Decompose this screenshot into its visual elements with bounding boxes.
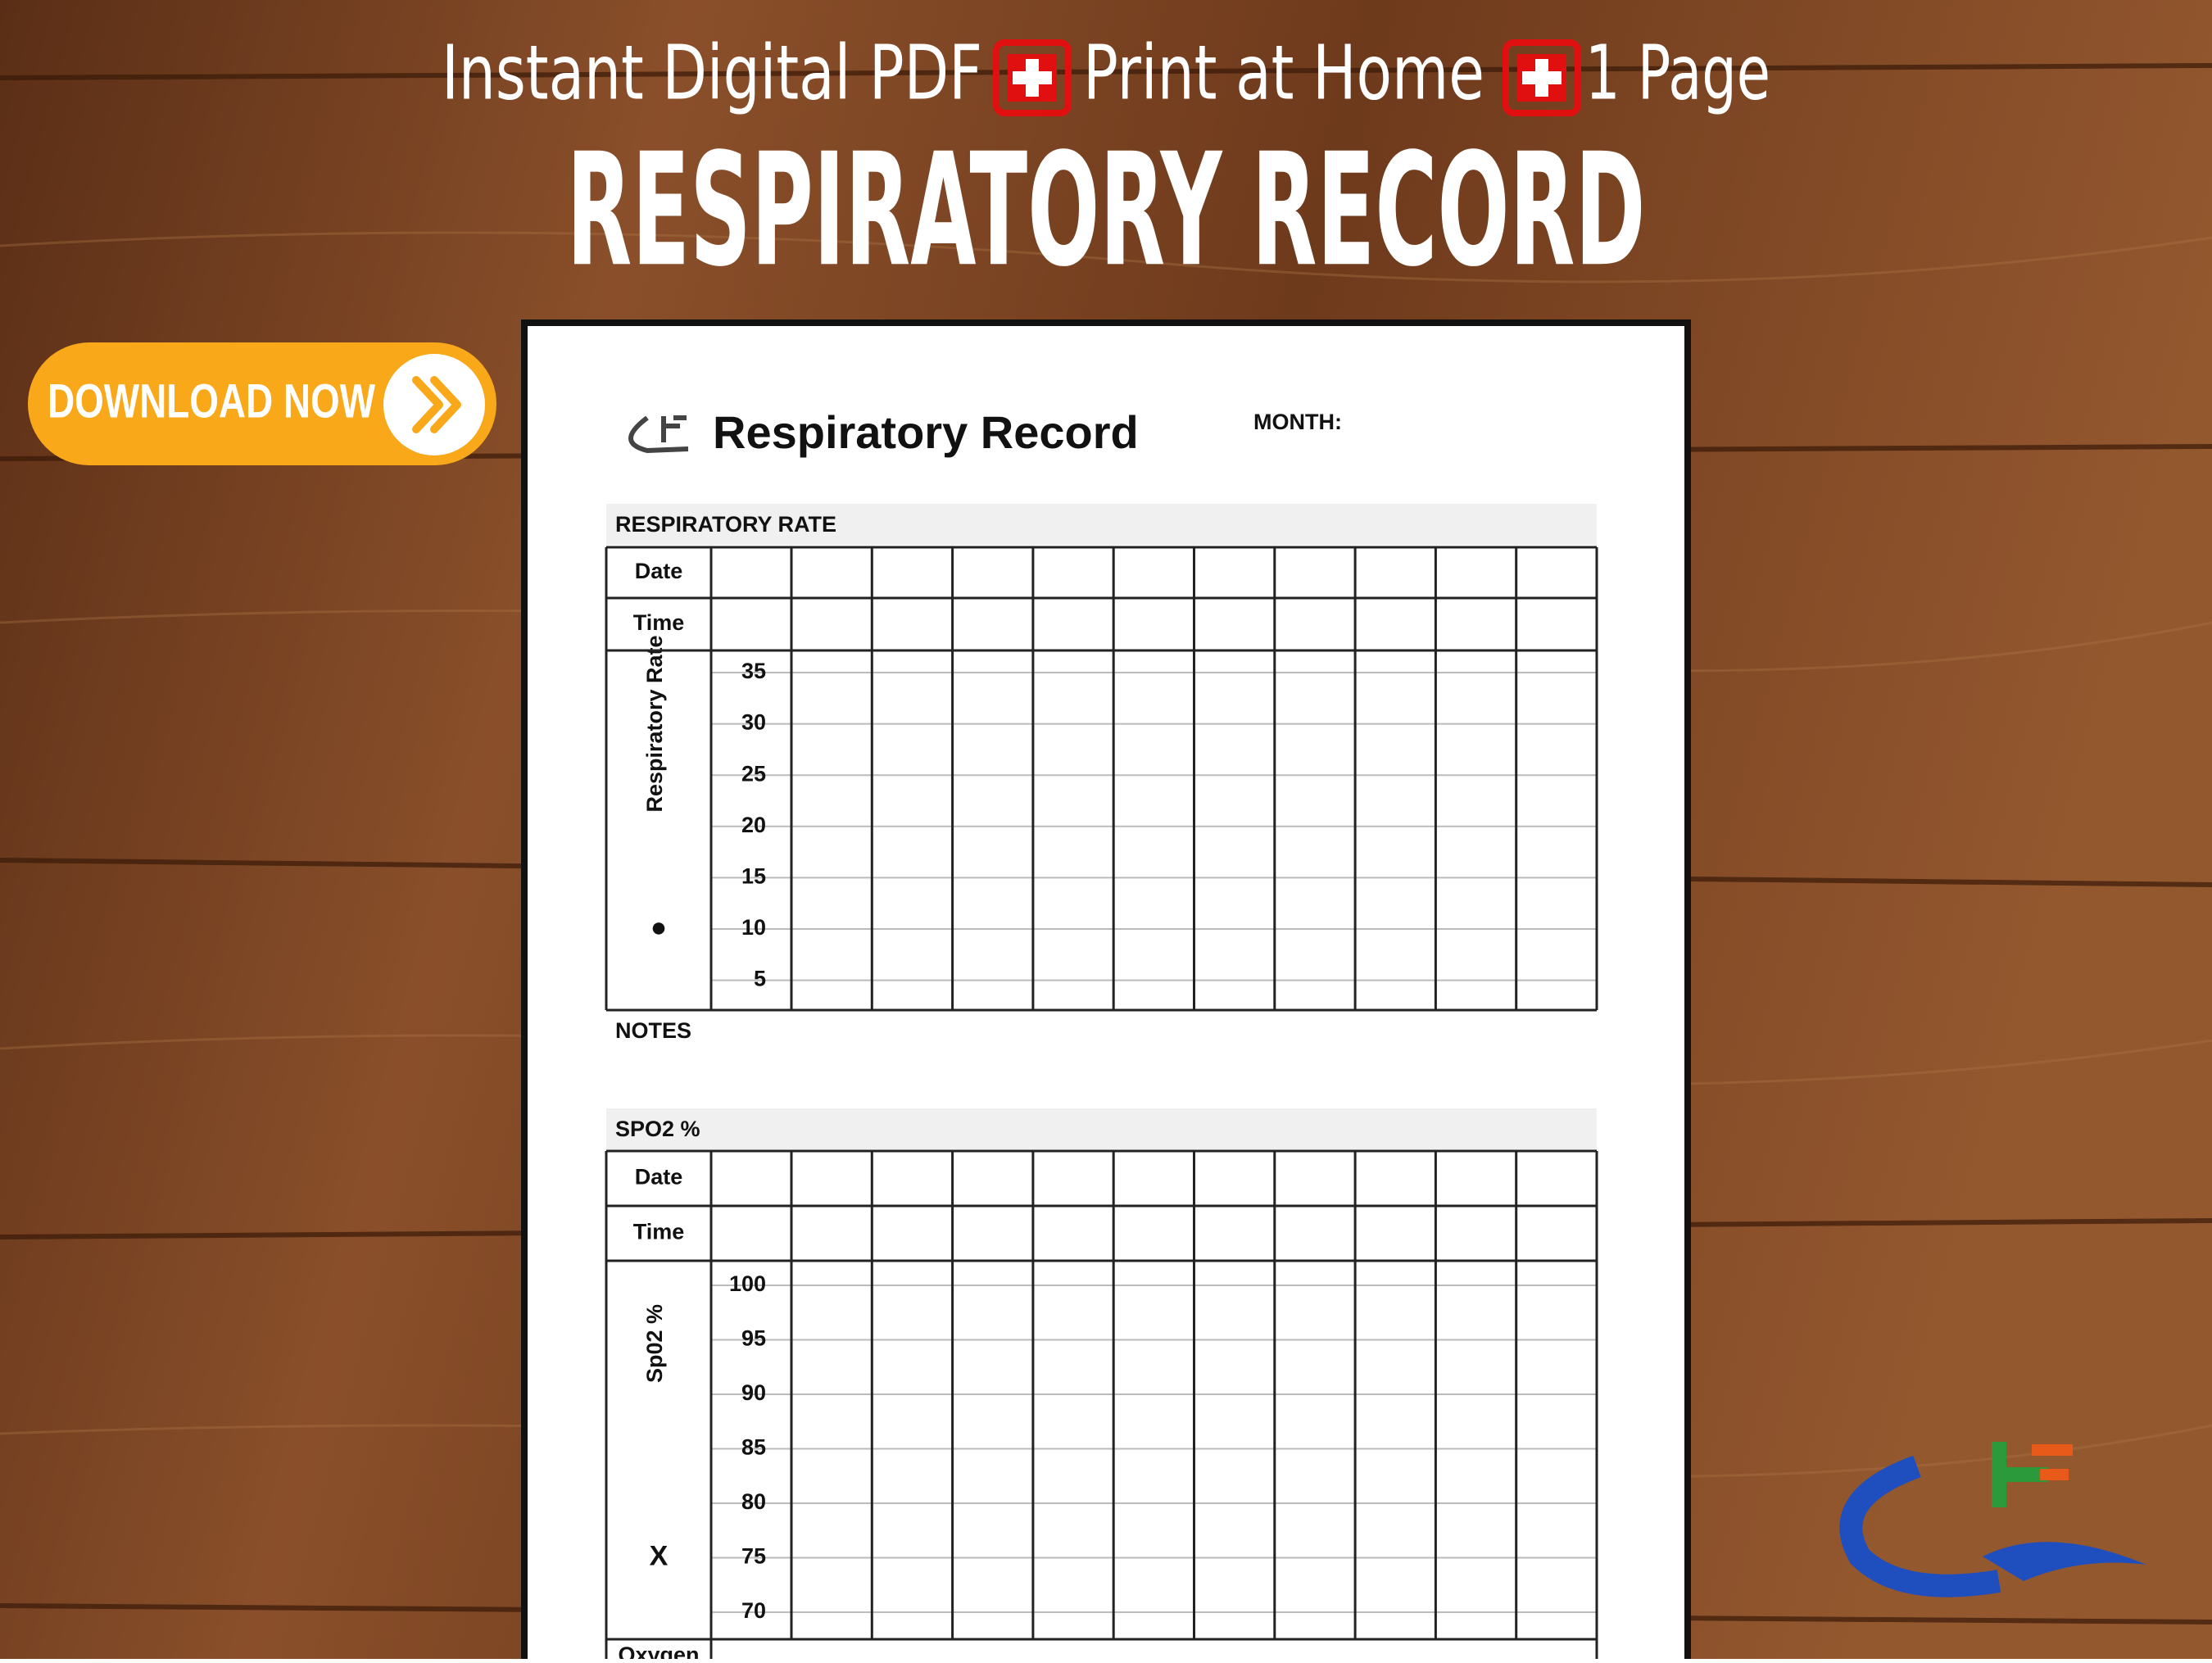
plus-icon — [1503, 39, 1581, 116]
banner-text: Instant Digital PDF — [442, 29, 982, 116]
scale-label: 10 — [741, 915, 766, 940]
scale-label: 25 — [741, 761, 766, 786]
marker-symbol: ● — [650, 912, 668, 943]
brand-logo — [1839, 1442, 2146, 1597]
button-label[interactable]: DOWNLOAD NOW — [48, 374, 375, 428]
scale-label: 85 — [741, 1435, 766, 1460]
doc-logo — [628, 415, 689, 454]
row-label: Date — [635, 1165, 683, 1189]
scale-label: 70 — [741, 1598, 766, 1623]
section-heading: RESPIRATORY RATE — [615, 512, 836, 537]
row-label: Time — [633, 1220, 685, 1244]
marker-symbol: X — [650, 1540, 669, 1571]
footer-label: Oxygen — [618, 1643, 699, 1659]
section-band — [606, 504, 1597, 545]
month-label: MONTH: — [1253, 410, 1342, 434]
scale-label: 100 — [729, 1271, 766, 1296]
row-label: Time — [633, 610, 685, 635]
notes-label: NOTES — [615, 1018, 691, 1043]
banner-title: RESPIRATORY RECORD — [567, 120, 1646, 301]
axis-label: Respiratory Rate — [642, 635, 667, 812]
axis-label: Sp02 % — [642, 1304, 667, 1383]
section-band — [606, 1108, 1597, 1149]
scale-label: 15 — [741, 864, 766, 889]
doc-title: Respiratory Record — [713, 406, 1139, 458]
banner-text: Print at Home — [1083, 29, 1484, 116]
plus-icon — [993, 39, 1072, 116]
scale-label: 30 — [741, 710, 766, 735]
download-button[interactable]: DOWNLOAD NOW — [28, 342, 496, 465]
scale-label: 20 — [741, 813, 766, 837]
scale-label: 5 — [754, 967, 766, 991]
section-heading: SPO2 % — [615, 1117, 700, 1141]
scale-label: 95 — [741, 1326, 766, 1351]
scale-label: 90 — [741, 1380, 766, 1405]
banner-text: 1 Page — [1585, 29, 1770, 116]
scale-label: 80 — [741, 1489, 766, 1514]
scale-label: 35 — [741, 659, 766, 683]
scale-label: 75 — [741, 1544, 766, 1569]
row-label: Date — [635, 559, 683, 583]
